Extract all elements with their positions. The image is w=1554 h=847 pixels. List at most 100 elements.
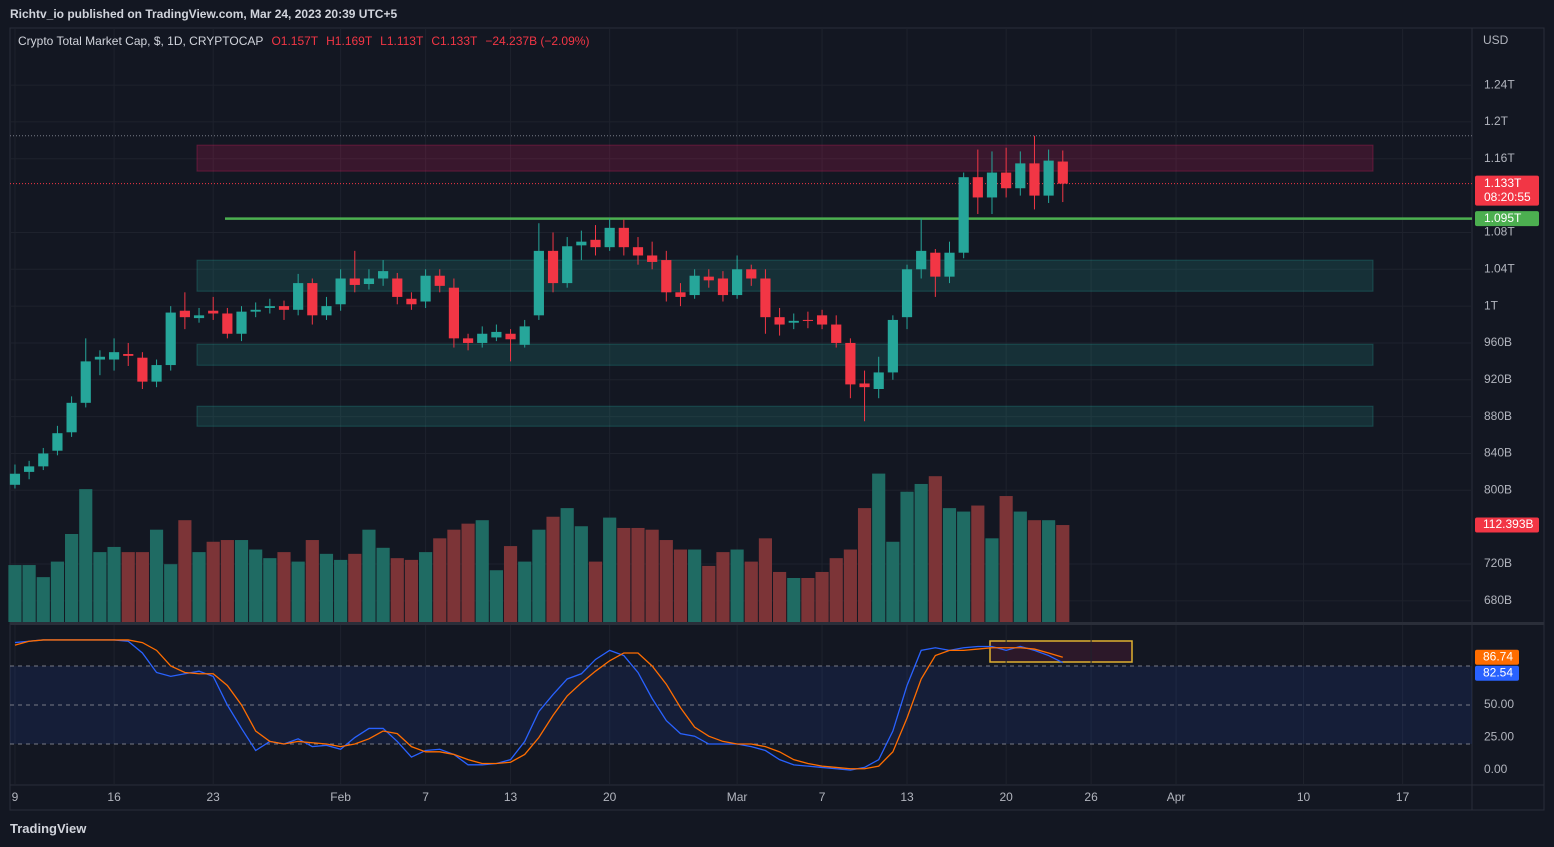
volume-bar — [178, 520, 192, 622]
candle-body — [873, 372, 884, 390]
volume-bar — [348, 553, 362, 622]
candle-body — [108, 352, 120, 360]
volume-bar — [942, 508, 957, 622]
highlight-box — [989, 640, 1133, 663]
candle-body — [944, 252, 955, 277]
candle-body — [293, 283, 304, 310]
candle-body — [420, 275, 431, 302]
volume-bar — [985, 538, 999, 622]
volume-bar — [843, 549, 857, 622]
legend-header: Crypto Total Market Cap, $, 1D, CRYPTOCA… — [18, 34, 589, 48]
volume-bar — [758, 538, 773, 622]
volume-bar — [829, 558, 843, 622]
volume-bar — [362, 529, 376, 622]
candle-body — [930, 252, 941, 277]
volume-bar — [645, 529, 659, 622]
candle-body — [916, 250, 927, 270]
volume-bar — [305, 540, 319, 622]
level-tag-bg — [1475, 211, 1539, 227]
volume-bar — [999, 496, 1013, 622]
x-tick-label: 16 — [107, 790, 121, 804]
x-tick-label: 20 — [603, 790, 617, 804]
x-tick-label: 9 — [12, 790, 19, 804]
volume-label: 112.393B — [1483, 517, 1534, 531]
candle-body — [675, 292, 686, 297]
ohlc-high: H1.169T — [326, 34, 373, 48]
candle-body — [576, 241, 587, 246]
x-tick-label: 23 — [207, 790, 221, 804]
level-label: 1.095T — [1484, 211, 1522, 225]
zone — [196, 405, 1374, 427]
ohlc-close: C1.133T — [431, 34, 478, 48]
volume-bar — [65, 534, 79, 622]
volume-bar — [801, 578, 815, 622]
candle-body — [278, 306, 290, 310]
x-tick-label: 13 — [504, 790, 518, 804]
candle-body — [137, 357, 148, 382]
volume-bar — [928, 476, 942, 622]
candle-body — [363, 278, 375, 285]
volume-bar — [475, 520, 489, 622]
volume-bar — [716, 552, 730, 622]
volume-bar — [164, 564, 178, 622]
brand: TradingView — [10, 821, 87, 836]
y-tick-label: 1.08T — [1484, 225, 1515, 239]
countdown-label: 08:20:55 — [1484, 190, 1531, 204]
volume-bar — [886, 541, 900, 622]
volume-bar — [787, 578, 801, 622]
y-tick-label: 1.24T — [1484, 77, 1515, 91]
y-tick-label: 1.16T — [1484, 151, 1515, 165]
candle-body — [661, 260, 672, 293]
volume-bar — [433, 538, 447, 622]
volume-bar — [688, 549, 702, 622]
volume-bar — [971, 505, 985, 622]
candle-body — [462, 338, 474, 343]
volume-bar — [79, 489, 93, 622]
stoch-line — [14, 639, 1063, 770]
candle-body — [703, 276, 714, 281]
last-price-label: 1.133T — [1484, 176, 1522, 190]
volume-bar — [815, 571, 829, 622]
candle-body — [604, 227, 615, 248]
candle-body — [802, 319, 814, 321]
candle-body — [859, 383, 870, 388]
candle-body — [335, 278, 346, 305]
candle-body — [590, 239, 601, 248]
volume-bar — [390, 558, 404, 622]
volume-bar — [1027, 520, 1042, 622]
volume-bar — [1056, 525, 1070, 622]
zone — [196, 144, 1374, 172]
volume-bar — [249, 549, 263, 622]
volume-bar — [957, 511, 971, 622]
publisher: Richtv_io published on TradingView.com, … — [10, 7, 398, 21]
volume-bar — [404, 559, 419, 622]
candle-body — [179, 310, 190, 318]
volume-bar — [93, 552, 107, 622]
x-tick-label: 17 — [1396, 790, 1410, 804]
volume-bar — [673, 549, 688, 622]
candle-body — [349, 278, 360, 285]
change: −24.237B (−2.09%) — [485, 34, 590, 48]
candle-body — [38, 453, 49, 467]
zone — [196, 259, 1374, 292]
candle-body — [378, 271, 389, 279]
volume-bar — [574, 526, 588, 622]
volume-bar — [220, 540, 234, 622]
stoch-tick-label: 50.00 — [1484, 697, 1514, 711]
y-tick-label: 680B — [1484, 593, 1512, 607]
x-tick-label: 7 — [422, 790, 429, 804]
volume-bar — [461, 523, 475, 622]
volume-bar — [234, 540, 249, 622]
volume-bar — [121, 552, 135, 622]
volume-bar — [872, 473, 886, 622]
candle-body — [958, 177, 969, 253]
candle-body — [250, 309, 261, 312]
candle-body — [477, 333, 488, 343]
volume-bar — [36, 577, 50, 622]
y-tick-label: 880B — [1484, 409, 1512, 423]
candle-body — [887, 319, 898, 373]
volume-bar — [631, 527, 645, 622]
candle-body — [406, 298, 417, 305]
stoch-tag-label: 82.54 — [1483, 665, 1513, 679]
x-tick-label: 13 — [900, 790, 914, 804]
